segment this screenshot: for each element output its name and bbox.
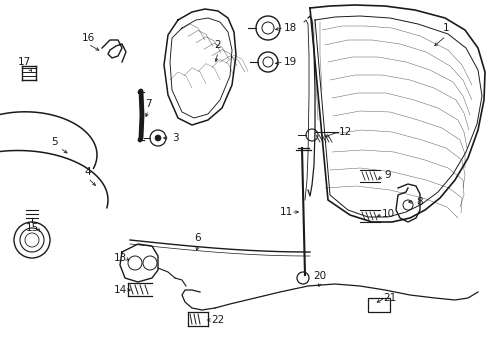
- Text: 21: 21: [383, 293, 396, 303]
- Text: 14: 14: [113, 285, 126, 295]
- Text: 22: 22: [211, 315, 224, 325]
- Text: 10: 10: [381, 209, 394, 219]
- Text: 19: 19: [283, 57, 296, 67]
- Bar: [367, 298, 389, 312]
- Text: 6: 6: [194, 233, 201, 243]
- Text: 4: 4: [84, 167, 91, 177]
- Text: 11: 11: [279, 207, 292, 217]
- Text: 18: 18: [283, 23, 296, 33]
- Text: 7: 7: [144, 99, 151, 109]
- Text: 8: 8: [416, 197, 423, 207]
- Text: 15: 15: [25, 223, 39, 233]
- Text: 2: 2: [214, 40, 221, 50]
- Text: 5: 5: [52, 137, 58, 147]
- Text: 20: 20: [313, 271, 326, 281]
- Text: 1: 1: [442, 23, 448, 33]
- Text: 16: 16: [81, 33, 95, 43]
- Text: 3: 3: [171, 133, 178, 143]
- Text: 13: 13: [113, 253, 126, 263]
- Text: 12: 12: [338, 127, 351, 137]
- Text: 9: 9: [384, 170, 390, 180]
- Text: 17: 17: [18, 57, 31, 67]
- Circle shape: [155, 135, 161, 141]
